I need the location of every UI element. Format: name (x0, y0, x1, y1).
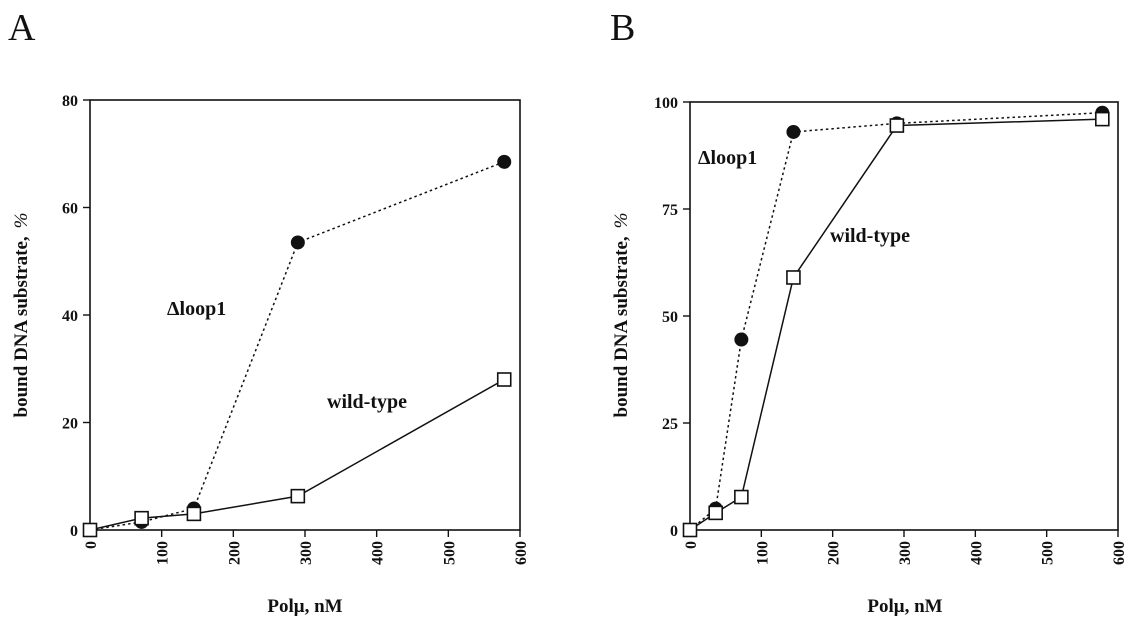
panel-b-letter: B (610, 7, 635, 49)
panel-b-y-axis-title: bound DNA substrate,% (611, 213, 632, 418)
panel-a-point-wild-type (496, 372, 512, 387)
panel-a-series-label-wild-type: wild-type (327, 391, 407, 413)
panel-b-point-wild-type (708, 505, 723, 521)
panel-a-y-axis-title-text: bound DNA substrate, (11, 236, 32, 417)
panel-a-point-dloop1 (497, 154, 512, 169)
panel-b-x-tick-label: 100 (754, 541, 771, 565)
panel-a-letter: A (8, 7, 36, 49)
panel-b-y-tick-label: 75 (662, 202, 678, 219)
panel-b-y-axis-title-text: bound DNA substrate, (611, 236, 632, 417)
panel-a-y-tick-label: 0 (70, 523, 78, 540)
panel-a-point-wild-type (134, 510, 149, 526)
panel-b-point-dloop1 (786, 124, 801, 139)
panel-b-x-tick-label: 0 (683, 541, 700, 549)
panel-a-plot-frame (89, 99, 521, 531)
panel-b-x-tick-label: 300 (897, 541, 914, 565)
panel-a-y-tick-label: 60 (62, 201, 78, 218)
panel-a-x-tick-label: 400 (370, 541, 387, 565)
panel-a-y-tick-label: 40 (62, 308, 78, 325)
panel-a-point-dloop1 (290, 235, 305, 250)
panel-a-y-axis-title: bound DNA substrate,% (11, 213, 32, 418)
panel-b-point-wild-type (682, 522, 698, 538)
panel-b-point-dloop1 (734, 332, 749, 347)
panel-b-y-tick-label: 50 (662, 309, 678, 326)
panel-b-y-tick-label: 100 (654, 95, 678, 112)
panel-a-y-tick-label: 80 (62, 93, 78, 110)
panel-b-y-tick-label: 25 (662, 416, 678, 433)
panel-b-x-tick-label: 500 (1040, 541, 1057, 565)
panel-a-x-axis-title: Polμ, nM (267, 596, 342, 617)
panel-b-x-tick-label: 600 (1111, 541, 1128, 565)
panel-b-point-wild-type (786, 270, 801, 285)
panel-a-x-tick-label: 200 (226, 541, 243, 565)
panel-b-x-tick-label: 400 (968, 541, 985, 565)
panel-a-point-wild-type (186, 506, 202, 522)
panel-a-point-wild-type (290, 488, 306, 504)
panel-a-series-line-dloop1 (89, 161, 505, 531)
panel-a-x-tick-label: 100 (155, 541, 172, 565)
panel-b-plot: 0 100 200 300 400 500 600 0 25 50 75 100 (654, 95, 1128, 565)
panel-a-x-tick-label: 500 (441, 541, 458, 565)
panel-a-plot: 0 100 200 300 400 500 600 0 20 40 60 80 (62, 93, 530, 565)
panel-b-series-label-dloop1: Δloop1 (698, 147, 757, 169)
panel-b-series-line-dloop1 (689, 111, 1103, 531)
panel-b-point-wild-type (889, 118, 905, 133)
panel-a-x-tick-label: 600 (513, 541, 530, 565)
panel-a-series-label-dloop1: Δloop1 (167, 298, 226, 320)
panel-b-series-label-wild-type: wild-type (830, 225, 910, 247)
panel-b-y-axis-unit: % (611, 213, 632, 229)
panel-a-series-line-wild-type (89, 378, 505, 531)
panel-b-series-line-wild-type (689, 118, 1103, 531)
panel-a-y-axis-unit: % (11, 213, 32, 229)
panel-b-point-wild-type (1095, 111, 1110, 127)
panel-a-point-wild-type (82, 522, 98, 538)
panel-a-y-tick-label: 20 (62, 416, 78, 433)
panel-b-x-tick-label: 200 (826, 541, 843, 565)
panel-a-x-tick-label: 0 (83, 541, 100, 549)
panel-b-y-tick-label: 0 (670, 523, 678, 540)
panel-a-x-tick-label: 300 (298, 541, 315, 565)
panel-b-x-axis-title: Polμ, nM (867, 596, 942, 617)
panel-b-point-wild-type (734, 489, 749, 505)
